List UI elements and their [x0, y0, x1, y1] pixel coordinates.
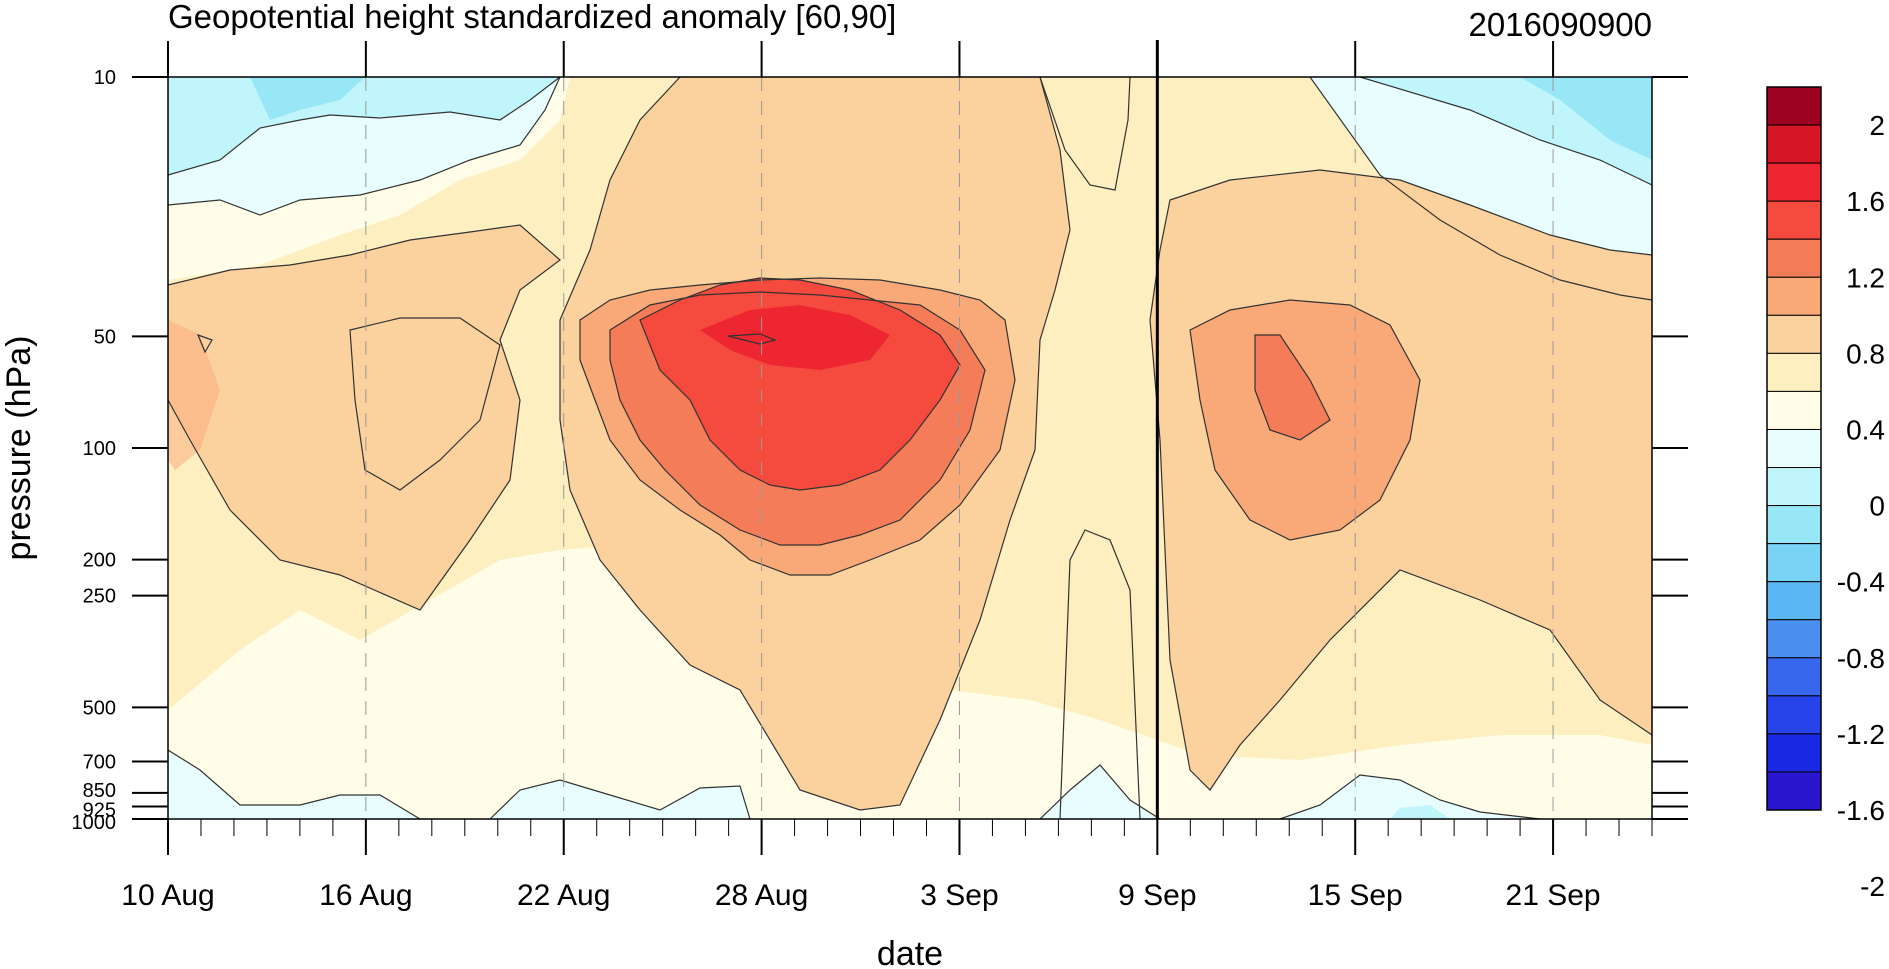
colorbar-label: 1.6: [1846, 186, 1885, 217]
fill-neg-bottom-3: [1040, 765, 1160, 819]
y-tick-label: 100: [83, 438, 116, 460]
fill-neg-bottom-4: [1280, 775, 1540, 819]
x-axis: 10 Aug 16 Aug 22 Aug 28 Aug 3 Sep 9 Sep 15 Sep…: [121, 41, 1653, 912]
colorbar-label: 1.2: [1846, 262, 1885, 293]
colorbar-swatch: [1766, 505, 1822, 545]
y-tick-label: 500: [83, 697, 116, 719]
colorbar-swatch: [1766, 543, 1822, 583]
colorbar-swatch: [1766, 86, 1822, 126]
fill-0.4-0.8-left: [168, 225, 560, 610]
colorbar-swatch: [1766, 314, 1822, 354]
y-tick-label: 50: [94, 326, 116, 348]
x-tick-label: 15 Sep: [1308, 879, 1403, 912]
contour-field: [168, 77, 1652, 819]
colorbar-label: -0.8: [1837, 643, 1885, 674]
colorbar-label: 0.4: [1846, 414, 1885, 445]
fill-1.2-1.6-right: [1255, 335, 1330, 440]
colorbar-swatch: [1766, 428, 1822, 469]
fill-neg-0.8-right: [1520, 77, 1652, 160]
x-axis-label: date: [877, 935, 943, 969]
y-tick-label: 1000: [72, 812, 117, 834]
colorbar-label: -0.4: [1837, 567, 1885, 598]
x-tick-label: 3 Sep: [920, 879, 998, 912]
x-tick-label: 10 Aug: [121, 879, 214, 912]
y-tick-label: 200: [83, 550, 116, 572]
y-tick-label: 850: [83, 780, 116, 802]
x-tick-label: 28 Aug: [715, 879, 808, 912]
colorbar-swatch: [1766, 390, 1822, 430]
colorbar-label: -1.6: [1837, 795, 1885, 826]
fill-neg-bottom-2: [490, 780, 750, 819]
y-tick-label: 925: [83, 799, 116, 821]
fill-neg-bottom-1: [168, 750, 420, 819]
colorbar-frame: [1766, 86, 1822, 811]
x-tick-label: 16 Aug: [319, 879, 412, 912]
colorbar-swatch: [1766, 581, 1822, 621]
fill-neg-0.8-left: [250, 77, 365, 120]
colorbar-swatch: [1766, 619, 1822, 659]
colorbar-label: -1.2: [1837, 719, 1885, 750]
chart-title: Geopotential height standardized anomaly…: [168, 0, 896, 35]
colorbar-swatch: [1766, 467, 1822, 507]
colorbar-swatch: [1766, 238, 1822, 278]
y-tick-label: 250: [83, 586, 116, 608]
colorbar-swatch: [1766, 352, 1822, 392]
y-axis-label: pressure (hPa): [0, 336, 38, 561]
date-stamp: 2016090900: [1468, 6, 1652, 43]
colorbar-swatch: [1766, 200, 1822, 240]
x-gridlines: [365, 77, 1554, 819]
x-tick-label: 9 Sep: [1118, 879, 1196, 912]
contour-lines: [168, 77, 1652, 819]
fill-1.6-2-core: [700, 305, 890, 370]
fill-neg-bottom-5: [1390, 805, 1450, 819]
colorbar-swatch: [1766, 124, 1822, 164]
colorbar-label: -2: [1860, 871, 1885, 902]
colorbar-swatch: [1766, 657, 1822, 697]
y-tick-label: 700: [83, 752, 116, 774]
colorbar-swatch: [1766, 733, 1822, 773]
colorbar: 2 1.6 1.2 0.8 0.4 0 -0.4 -0.8 -1.2 -1.6 -2: [1766, 86, 1885, 902]
colorbar-label: 0.8: [1846, 338, 1885, 369]
colorbar-swatch: [1766, 771, 1822, 811]
colorbar-label: 2: [1869, 110, 1885, 141]
x-tick-label: 21 Sep: [1506, 879, 1601, 912]
colorbar-swatch: [1766, 276, 1822, 316]
x-tick-label: 22 Aug: [517, 879, 610, 912]
colorbar-swatch: [1766, 695, 1822, 735]
fill-0.8-1.2-leftedge: [168, 320, 220, 470]
y-tick-label: 10: [94, 67, 116, 89]
colorbar-label: 0: [1869, 491, 1885, 522]
colorbar-swatch: [1766, 162, 1822, 202]
